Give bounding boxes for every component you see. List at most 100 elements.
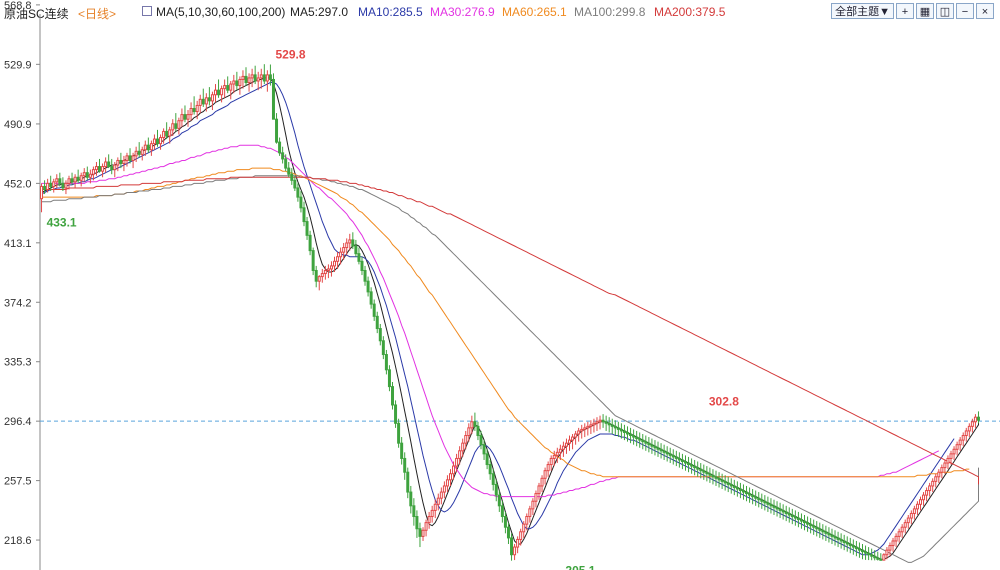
candle-body [210, 94, 214, 102]
candle-body [488, 464, 492, 475]
candle-body [107, 161, 111, 168]
candle-body [775, 506, 779, 510]
candle-body [128, 155, 132, 161]
candle-body [244, 75, 248, 84]
candle-body [134, 150, 138, 157]
close-icon[interactable]: × [976, 3, 994, 19]
candle-body [607, 422, 611, 426]
candle-body [970, 421, 974, 427]
candle-body [131, 155, 135, 161]
candle-body [531, 500, 535, 510]
candle-body [867, 552, 871, 556]
candle-body [146, 144, 150, 151]
candle-body [778, 508, 782, 511]
candle-body [619, 428, 623, 432]
candle-body [342, 247, 346, 253]
candle-body [485, 453, 489, 466]
ma10-value: MA10:285.5 [358, 5, 423, 19]
candle-body [857, 548, 861, 551]
period-label[interactable]: <日线> [78, 7, 117, 21]
candle-body [653, 445, 657, 449]
candle-body [827, 532, 831, 536]
candle-body [445, 479, 449, 487]
candle-body [882, 554, 886, 561]
candle-body [610, 424, 614, 427]
candle-body [848, 543, 852, 547]
candle-body [293, 179, 297, 189]
ma200-line [41, 176, 979, 485]
y-axis: 568.8 529.9 490.9 452.0 413.1 374.2 335.3 296.4… [4, 0, 41, 570]
candle-body [253, 74, 257, 82]
candle-body [751, 494, 755, 498]
candle-body [162, 130, 166, 139]
ma100-value: MA100:299.8 [574, 5, 646, 19]
candle-body [217, 89, 221, 96]
candle-body [500, 505, 504, 518]
candle-body [268, 74, 272, 80]
candle-body [903, 522, 907, 528]
candle-body [803, 520, 807, 524]
candle-body [766, 502, 770, 505]
candle-body [421, 529, 425, 537]
candle-body [546, 464, 550, 472]
ma100-line [41, 175, 979, 563]
candle-body [732, 485, 736, 488]
candle-body [378, 328, 382, 342]
candle-body [381, 340, 385, 356]
candle-body [897, 531, 901, 537]
candle-body [537, 485, 541, 495]
candle-body [125, 155, 129, 161]
minus-icon[interactable]: − [956, 3, 974, 19]
candle-body [384, 354, 388, 371]
candle-body [247, 77, 251, 84]
candle-body [287, 167, 291, 175]
candle-body [220, 88, 224, 96]
candle-body [204, 97, 208, 105]
candle-body [241, 75, 245, 80]
price-annotations: 529.8 433.1 302.8 205.1 [47, 47, 740, 570]
candle-body [861, 549, 864, 553]
moving-averages [41, 77, 979, 563]
candle-body [757, 497, 761, 501]
candle-body [925, 490, 929, 496]
candle-body [940, 467, 944, 473]
candle-body [409, 491, 413, 507]
candle-body [473, 421, 477, 427]
candle-body [98, 166, 102, 172]
candle-body [174, 123, 178, 129]
candle-body [94, 166, 98, 171]
chart-icon[interactable]: ◫ [936, 3, 954, 19]
candle-body [540, 477, 544, 487]
candle-body [497, 494, 501, 507]
candle-body [870, 554, 874, 557]
candle-body [558, 448, 562, 453]
candle-body [931, 480, 935, 487]
candle-body [366, 280, 370, 293]
candle-body [235, 80, 239, 87]
ma200-value: MA200:379.5 [654, 5, 726, 19]
candle-body [207, 97, 211, 102]
candle-body [76, 176, 80, 181]
candle-body [864, 551, 868, 554]
candle-body [387, 369, 391, 388]
candle-body [952, 448, 956, 455]
candle-body [363, 269, 367, 282]
candle-body [928, 485, 932, 492]
candle-body [549, 457, 553, 466]
ma-settings-icon[interactable] [142, 6, 152, 16]
plus-icon[interactable]: + [896, 3, 914, 19]
candle-body [333, 260, 337, 267]
candle-body [415, 516, 419, 530]
candle-body [668, 453, 672, 456]
theme-select[interactable]: 全部主题▼ [831, 3, 894, 19]
candle-body [580, 428, 584, 432]
ma30-line [41, 144, 940, 498]
candle-body [717, 477, 721, 481]
candle-body [85, 172, 89, 178]
candle-body [574, 433, 578, 438]
grid-icon[interactable]: ▦ [916, 3, 934, 19]
candle-body [626, 431, 629, 435]
candle-body [491, 473, 495, 485]
candle-body [690, 464, 694, 467]
